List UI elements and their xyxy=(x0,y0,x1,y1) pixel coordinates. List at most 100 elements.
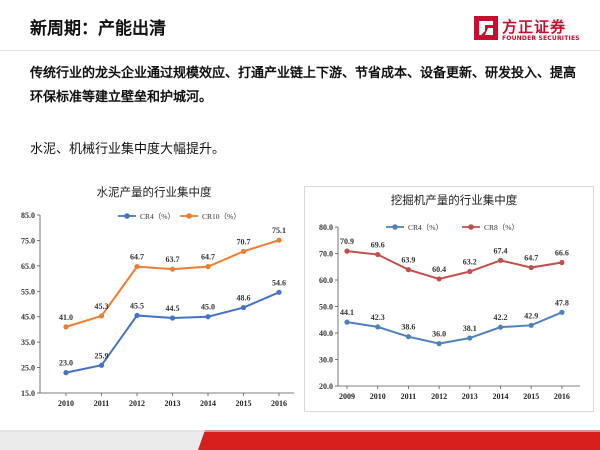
chart-title: 挖掘机产量的行业集中度 xyxy=(391,193,518,207)
series-line-0 xyxy=(346,311,563,345)
data-point xyxy=(344,319,350,325)
data-point xyxy=(467,335,473,341)
data-label: 64.7 xyxy=(130,253,144,262)
y-tick-label: 35.0 xyxy=(21,338,35,347)
legend-label: CR8（%） xyxy=(484,223,519,232)
x-tick-label: 2015 xyxy=(236,399,252,408)
data-label: 63.9 xyxy=(401,256,415,265)
series-line-1 xyxy=(346,250,563,280)
y-tick-label: 25.0 xyxy=(21,364,35,373)
data-point xyxy=(375,324,381,330)
data-label: 75.1 xyxy=(272,226,286,235)
legend-label: CR4（%） xyxy=(408,223,443,232)
subtitle-text: 水泥、机械行业集中度大幅提升。 xyxy=(30,142,226,157)
data-label: 44.1 xyxy=(340,308,354,317)
y-tick-label: 65.0 xyxy=(21,262,35,271)
data-point xyxy=(169,266,176,272)
data-label: 44.5 xyxy=(166,304,180,313)
data-label: 64.7 xyxy=(201,253,215,262)
lead-paragraph: 传统行业的龙头企业通过规模效应、打通产业链上下游、节省成本、设备更新、研发投入、… xyxy=(30,66,577,105)
y-tick-label: 45.0 xyxy=(21,313,35,322)
data-point xyxy=(559,309,565,315)
data-label: 42.9 xyxy=(524,311,538,320)
y-tick-label: 60.0 xyxy=(319,276,333,285)
x-tick-label: 2011 xyxy=(401,392,417,401)
data-label: 25.9 xyxy=(95,351,109,360)
legend-marker xyxy=(124,213,130,219)
x-tick-label: 2016 xyxy=(271,399,287,408)
x-tick-label: 2012 xyxy=(431,392,447,401)
data-label: 45.5 xyxy=(130,301,144,310)
page-title: 新周期：产能出清 xyxy=(30,19,166,39)
data-point xyxy=(240,304,247,311)
data-point xyxy=(528,264,534,271)
y-tick-label: 30.0 xyxy=(319,356,333,365)
excavator-concentration-chart: 挖掘机产量的行业集中度 20.0 30.0 40.0 50.0 60.0 70.0 80.0 2… xyxy=(304,186,594,412)
x-tick-label: 2010 xyxy=(58,399,74,408)
chart-frame xyxy=(304,186,594,412)
y-tick-label: 20.0 xyxy=(319,382,333,391)
x-tick-label: 2015 xyxy=(523,392,539,401)
data-label: 63.7 xyxy=(166,255,180,264)
y-tick-label: 40.0 xyxy=(319,329,333,338)
y-tick-label: 15.0 xyxy=(21,389,35,398)
chart-title: 水泥产量的行业集中度 xyxy=(97,185,212,199)
data-point xyxy=(344,248,350,254)
legend-label: CR10（%） xyxy=(202,212,241,221)
y-tick-label: 55.0 xyxy=(21,287,35,296)
x-tick-label: 2016 xyxy=(554,392,570,401)
data-label: 70.7 xyxy=(237,237,251,246)
x-tick-label: 2011 xyxy=(94,399,110,408)
x-tick-label: 2012 xyxy=(129,399,145,408)
logo-name-en: FOUNDER SECURITIES xyxy=(502,35,580,42)
data-point xyxy=(169,315,176,321)
legend-marker xyxy=(468,224,474,230)
y-tick-label: 85.0 xyxy=(21,211,35,220)
data-point xyxy=(436,276,442,282)
y-tick-label: 80.0 xyxy=(319,223,333,232)
y-tick-label: 50.0 xyxy=(319,303,333,312)
legend-label: CR4（%） xyxy=(140,212,175,221)
data-point xyxy=(134,264,140,270)
data-label: 38.6 xyxy=(401,323,415,332)
data-label: 42.3 xyxy=(371,313,385,322)
data-label: 23.0 xyxy=(59,359,73,368)
data-label: 38.1 xyxy=(463,324,477,333)
cement-concentration-chart: 水泥产量的行业集中度 15.0 25.0 35.0 45.0 55.0 65.0 75.0 85… xyxy=(4,182,296,408)
data-point xyxy=(497,257,504,263)
y-tick-label: 70.0 xyxy=(319,250,333,259)
data-label: 36.0 xyxy=(432,330,446,339)
data-label: 70.9 xyxy=(340,237,354,246)
data-label: 54.6 xyxy=(272,278,286,287)
x-tick-label: 2010 xyxy=(370,392,386,401)
data-point xyxy=(467,268,473,275)
data-label: 47.8 xyxy=(555,298,569,307)
data-label: 64.7 xyxy=(524,254,538,263)
x-tick-label: 2014 xyxy=(200,399,216,408)
data-label: 63.2 xyxy=(463,258,477,267)
logo-name-cn: 方正证券 xyxy=(502,18,567,36)
data-point xyxy=(497,324,504,330)
data-point xyxy=(205,314,211,320)
legend-marker xyxy=(392,224,398,230)
data-point xyxy=(528,322,534,328)
data-point xyxy=(405,334,411,340)
data-label: 41.0 xyxy=(59,313,73,322)
chart-svg: 水泥产量的行业集中度 15.0 25.0 35.0 45.0 55.0 65.0 75.0 85… xyxy=(21,185,294,408)
logo: 方正证券 FOUNDER SECURITIES xyxy=(474,16,592,50)
data-label: 69.6 xyxy=(371,241,385,250)
data-point xyxy=(405,267,411,273)
data-label: 45.0 xyxy=(201,303,215,312)
data-point xyxy=(63,324,69,330)
data-label: 48.6 xyxy=(237,294,251,303)
data-point xyxy=(205,264,211,270)
legend-marker xyxy=(186,213,192,219)
x-tick-label: 2013 xyxy=(462,392,478,401)
data-point xyxy=(98,362,105,368)
data-point xyxy=(375,251,381,258)
y-tick-label: 75.0 xyxy=(21,236,35,245)
data-point xyxy=(436,341,442,347)
data-point xyxy=(559,259,565,266)
chart-svg: 挖掘机产量的行业集中度 20.0 30.0 40.0 50.0 60.0 70.0 80.0 2… xyxy=(304,186,594,412)
data-point xyxy=(134,312,140,319)
